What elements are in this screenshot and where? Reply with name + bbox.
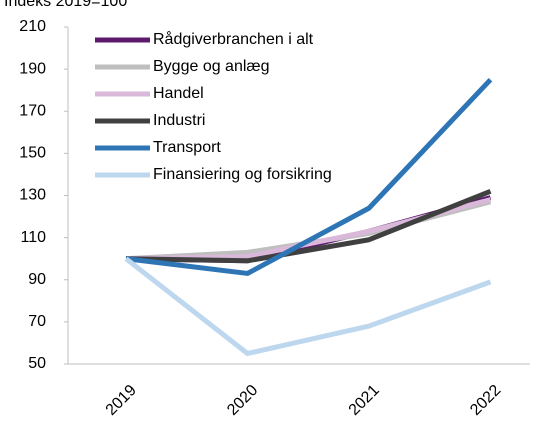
y-tick-label: 150 — [19, 145, 46, 162]
legend-label: Transport — [153, 139, 221, 156]
y-tick-label: 210 — [19, 18, 46, 35]
y-tick-label: 50 — [28, 355, 46, 372]
y-tick-label: 90 — [28, 271, 46, 288]
x-tick-label: 2020 — [224, 382, 261, 419]
chart-title: Indeks 2019=100 — [4, 0, 127, 10]
series-line — [124, 256, 492, 356]
y-tick-label: 130 — [19, 187, 46, 204]
y-tick-label: 190 — [19, 60, 46, 77]
x-tick-label: 2022 — [467, 382, 504, 419]
legend-label: Finansiering og forsikring — [153, 166, 332, 183]
x-tick-label: 2019 — [103, 382, 140, 419]
y-tick-label: 110 — [20, 229, 46, 246]
y-tick-label: 70 — [28, 313, 46, 330]
y-tick-label: 170 — [19, 102, 46, 119]
legend-label: Industri — [153, 112, 205, 129]
x-tick-label: 2021 — [346, 382, 383, 419]
series-line — [125, 188, 492, 264]
legend-label: Rådgiverbranchen i alt — [153, 30, 314, 48]
legend-label: Bygge og anlæg — [153, 58, 270, 75]
series-line — [125, 77, 493, 276]
legend-label: Handel — [153, 85, 204, 102]
